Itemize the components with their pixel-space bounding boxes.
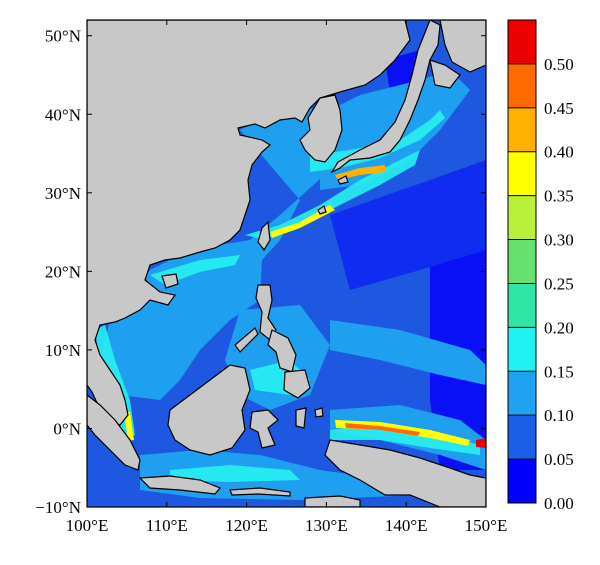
land-small-island bbox=[317, 205, 327, 215]
high-value-streak bbox=[124, 412, 134, 441]
land-sulawesi bbox=[249, 409, 279, 449]
colorbar-label: 0.30 bbox=[544, 231, 574, 250]
high-value-streak bbox=[476, 438, 486, 448]
land bbox=[87, 20, 486, 507]
land-lesser-sunda bbox=[229, 487, 291, 497]
x-axis: 100°E 110°E 120°E 130°E 140°E 150°E bbox=[66, 20, 508, 535]
land-small-island bbox=[314, 407, 324, 418]
colorbar-label: 0.10 bbox=[544, 406, 574, 425]
colorbar-segment bbox=[508, 151, 536, 196]
high-value-streak bbox=[335, 165, 385, 180]
colorbar-segment bbox=[508, 327, 536, 372]
colorbar-segment bbox=[508, 415, 536, 460]
colorbar-segment bbox=[508, 195, 536, 240]
x-tick-label: 140°E bbox=[385, 516, 428, 535]
colorbar-segment bbox=[508, 63, 536, 108]
colorbar: 0.00 0.05 0.10 0.15 0.20 0.25 0.30 0.35 0.40 0.45… bbox=[507, 19, 574, 513]
y-tick-label: 40°N bbox=[45, 105, 81, 124]
land-japan bbox=[330, 20, 441, 174]
land-taiwan bbox=[257, 220, 271, 252]
land-hokkaido bbox=[429, 59, 461, 89]
y-tick-label: 10°N bbox=[45, 341, 81, 360]
colorbar-segment bbox=[508, 459, 536, 503]
land-palawan bbox=[234, 327, 259, 353]
shelf-region bbox=[330, 320, 486, 385]
y-tick-label: −10°N bbox=[35, 498, 81, 517]
y-tick-label: 0°N bbox=[53, 419, 81, 438]
shelf-region bbox=[100, 100, 340, 400]
high-value-streak bbox=[345, 423, 420, 436]
land-australia bbox=[304, 495, 361, 507]
colorbar-segment bbox=[508, 283, 536, 328]
cyan-band bbox=[170, 465, 300, 482]
colorbar-segment bbox=[508, 107, 536, 152]
colorbar-label: 0.40 bbox=[544, 143, 574, 162]
colorbar-label: 0.25 bbox=[544, 274, 574, 293]
colorbar-label: 0.50 bbox=[544, 55, 574, 74]
land-sumatra bbox=[87, 394, 141, 471]
x-tick-label: 130°E bbox=[305, 516, 348, 535]
colorbar-label: 0.00 bbox=[544, 494, 574, 513]
colorbar-segment bbox=[508, 371, 536, 416]
colorbar-label: 0.05 bbox=[544, 450, 574, 469]
x-tick-label: 150°E bbox=[465, 516, 508, 535]
colorbar-segment bbox=[508, 239, 536, 284]
land-asia-mainland bbox=[87, 20, 411, 426]
land-maluku bbox=[295, 407, 307, 429]
x-tick-label: 120°E bbox=[225, 516, 268, 535]
cyan-band bbox=[330, 425, 480, 455]
cyan-band bbox=[310, 110, 445, 172]
land-new-guinea bbox=[324, 439, 486, 507]
colorbar-label: 0.15 bbox=[544, 362, 574, 381]
colorbar-segment bbox=[508, 20, 536, 64]
colorbar-label: 0.35 bbox=[544, 187, 574, 206]
y-axis: 50°N 40°N 30°N 20°N 10°N 0°N −10°N bbox=[35, 27, 486, 517]
deep-ocean-region bbox=[330, 160, 486, 290]
land-philippines-visayas bbox=[267, 329, 297, 373]
land-java bbox=[138, 475, 221, 495]
land-ne-asia bbox=[439, 20, 486, 73]
land-hainan bbox=[161, 273, 179, 289]
x-tick-label: 110°E bbox=[146, 516, 188, 535]
x-tick-label: 100°E bbox=[66, 516, 109, 535]
y-tick-label: 50°N bbox=[45, 27, 81, 46]
colorbar-label: 0.45 bbox=[544, 99, 574, 118]
land-small-island bbox=[337, 175, 349, 185]
map-panel bbox=[87, 20, 486, 507]
map-border bbox=[86, 19, 487, 508]
y-tick-label: 30°N bbox=[45, 184, 81, 203]
land-korea bbox=[299, 94, 343, 163]
land-borneo bbox=[167, 364, 251, 456]
colorbar-label: 0.20 bbox=[544, 318, 574, 337]
high-value-streak bbox=[270, 205, 335, 238]
land-philippines-mindanao bbox=[283, 369, 311, 399]
y-tick-label: 20°N bbox=[45, 262, 81, 281]
